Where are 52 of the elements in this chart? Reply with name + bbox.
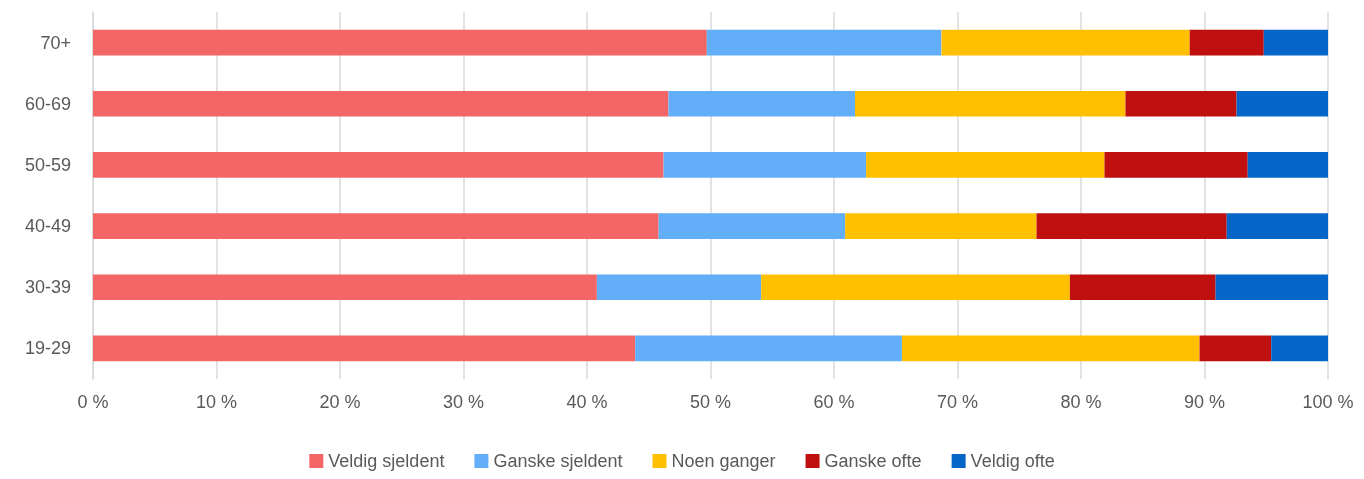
bar — [941, 29, 1190, 56]
bar — [93, 213, 659, 239]
legend-label: Veldig sjeldent — [328, 451, 445, 471]
bar — [1199, 335, 1272, 362]
legend-label: Veldig ofte — [970, 451, 1055, 471]
bar — [1104, 152, 1248, 178]
bar — [596, 274, 762, 301]
y-tick-label: 30-39 — [24, 277, 71, 298]
x-tick-label: 20 % — [319, 392, 361, 412]
x-tick-label: 50 % — [689, 392, 732, 412]
legend-label: Ganske ofte — [824, 451, 922, 471]
bar — [845, 213, 1037, 239]
bar — [93, 335, 636, 362]
bar — [706, 29, 942, 56]
x-tick-label: 0 % — [77, 392, 109, 412]
bar — [1247, 152, 1328, 178]
x-tick-label: 60 % — [813, 392, 855, 412]
bar — [93, 152, 664, 178]
bar — [668, 90, 855, 117]
x-tick-label: 30 % — [442, 392, 485, 412]
bar — [1215, 274, 1328, 301]
bar — [1236, 90, 1328, 117]
bar — [1125, 90, 1237, 117]
bar — [1036, 213, 1227, 239]
bar — [855, 90, 1126, 117]
x-tick-label: 40 % — [566, 392, 608, 412]
x-tick-label: 70 % — [936, 392, 979, 412]
y-tick-label: 60-69 — [24, 93, 71, 114]
bar — [1271, 335, 1328, 362]
bar — [658, 213, 846, 239]
y-tick-label: 40-49 — [24, 216, 71, 237]
legend-label: Ganske sjeldent — [493, 451, 623, 471]
legend-label: Noen ganger — [671, 451, 776, 471]
y-tick-label: 70+ — [40, 32, 71, 53]
bar — [663, 152, 867, 178]
bar — [1263, 29, 1328, 56]
bar — [866, 152, 1105, 178]
bar — [761, 274, 1070, 301]
bar — [1069, 274, 1216, 301]
x-tick-label: 100 % — [1302, 392, 1354, 412]
bar — [1226, 213, 1328, 239]
bar — [1189, 29, 1264, 56]
x-tick-label: 90 % — [1183, 392, 1226, 412]
x-tick-label: 10 % — [195, 392, 238, 412]
bar — [635, 335, 902, 362]
y-tick-label: 50-59 — [24, 154, 71, 175]
y-tick-label: 19-29 — [24, 338, 71, 359]
bar — [93, 29, 707, 56]
bar — [901, 335, 1200, 362]
bar — [93, 90, 669, 117]
bar — [93, 274, 597, 301]
x-tick-label: 80 % — [1060, 392, 1102, 412]
